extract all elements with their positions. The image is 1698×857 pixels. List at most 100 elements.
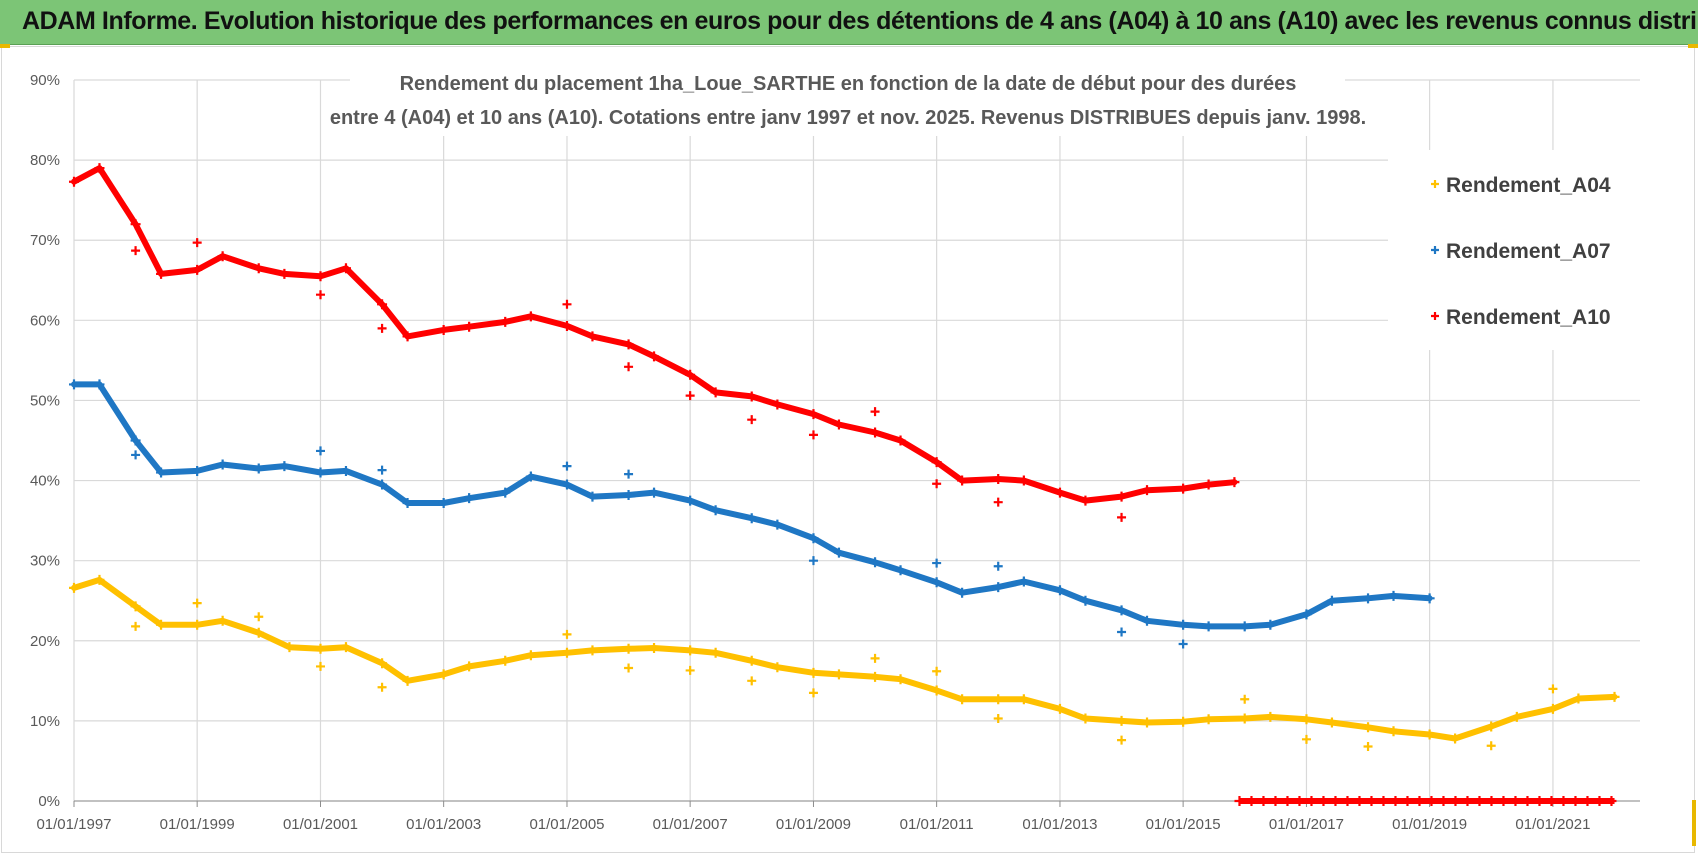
data-point xyxy=(69,379,79,390)
outlier-point xyxy=(624,469,634,479)
data-point xyxy=(1354,796,1365,806)
data-point xyxy=(1366,796,1377,806)
series-Rendement_A07 xyxy=(69,379,1435,649)
data-point xyxy=(69,176,79,187)
data-point xyxy=(438,669,449,680)
data-point xyxy=(649,487,660,498)
data-point xyxy=(1203,621,1214,632)
data-point xyxy=(1426,796,1437,806)
legend-label: Rendement_A07 xyxy=(1446,240,1611,263)
data-point xyxy=(1390,796,1401,806)
outlier-point xyxy=(1117,735,1127,745)
x-tick-label: 01/01/2021 xyxy=(1515,816,1590,833)
data-point xyxy=(895,565,906,576)
data-point xyxy=(315,467,326,478)
chart-title-line-1: Rendement du placement 1ha_Loue_SARTHE e… xyxy=(400,73,1297,95)
data-point xyxy=(833,669,844,680)
data-point xyxy=(156,268,167,279)
data-point xyxy=(710,387,721,398)
data-point xyxy=(1116,715,1127,726)
data-point xyxy=(833,419,844,430)
data-point xyxy=(1388,590,1399,601)
data-point xyxy=(710,505,721,516)
data-point xyxy=(500,316,511,327)
x-tick-label: 01/01/1999 xyxy=(160,816,235,833)
outlier-point xyxy=(192,598,202,608)
outlier-point xyxy=(1117,627,1127,637)
data-point xyxy=(1326,595,1337,606)
banner-title: ADAM Informe. Evolution historique des p… xyxy=(22,7,1698,35)
data-point xyxy=(1239,621,1250,632)
y-tick-label: 40% xyxy=(30,473,60,490)
data-point xyxy=(1142,615,1153,626)
data-point xyxy=(315,643,326,654)
data-point xyxy=(1424,729,1435,740)
outlier-point xyxy=(131,246,141,256)
data-point xyxy=(1450,796,1461,806)
data-point xyxy=(402,497,413,508)
data-point xyxy=(217,615,228,626)
data-point xyxy=(895,435,906,446)
outlier-point xyxy=(1117,512,1127,522)
data-point xyxy=(772,662,783,673)
outlier-point xyxy=(808,688,818,698)
corner-accent-top-left xyxy=(0,44,10,48)
data-point xyxy=(377,479,388,490)
data-point xyxy=(870,427,881,438)
data-point xyxy=(1450,733,1461,744)
x-axis-ticks: 01/01/1997 01/01/1999 01/01/2001 01/01/2003… xyxy=(36,800,1640,833)
data-point xyxy=(130,219,141,230)
data-point xyxy=(315,271,326,282)
x-tick-label: 01/01/2005 xyxy=(529,816,604,833)
data-point xyxy=(1234,796,1245,806)
data-point xyxy=(1318,796,1329,806)
data-point xyxy=(1301,609,1312,620)
gridlines xyxy=(73,79,1640,802)
data-point xyxy=(1474,796,1485,806)
data-point xyxy=(1462,796,1473,806)
outlier-point xyxy=(1240,694,1250,704)
x-tick-label: 01/01/2007 xyxy=(653,816,728,833)
data-point xyxy=(710,647,721,658)
legend-label: Rendement_A10 xyxy=(1446,306,1611,329)
data-point xyxy=(931,577,942,588)
outlier-point xyxy=(131,450,141,460)
data-point xyxy=(217,459,228,470)
x-tick-label: 01/01/2019 xyxy=(1392,816,1467,833)
data-point xyxy=(957,587,968,598)
y-axis-ticks: 0% 10% 20% 30% 40% 50% 60% 70% 80% 90% xyxy=(30,72,60,810)
y-tick-label: 60% xyxy=(30,312,60,329)
data-point xyxy=(561,320,572,331)
data-point xyxy=(993,694,1004,705)
data-point xyxy=(340,642,351,653)
title-background xyxy=(350,62,1345,136)
outlier-point xyxy=(1363,742,1373,752)
outlier-point xyxy=(624,362,634,372)
data-point xyxy=(1018,576,1029,587)
data-point xyxy=(1609,691,1620,702)
data-point xyxy=(1203,714,1214,725)
data-point xyxy=(1414,796,1425,806)
outlier-point xyxy=(192,238,202,248)
data-point xyxy=(623,489,634,500)
data-point xyxy=(69,582,79,593)
data-point xyxy=(1326,717,1337,728)
data-point xyxy=(808,409,819,420)
outlier-point xyxy=(1178,639,1188,649)
data-point xyxy=(192,619,203,630)
data-point xyxy=(957,475,968,486)
data-point xyxy=(1363,593,1374,604)
outlier-point xyxy=(624,663,634,673)
outlier-point xyxy=(1301,734,1311,744)
data-point xyxy=(156,467,167,478)
data-point xyxy=(1178,483,1189,494)
data-point xyxy=(217,251,228,262)
data-point xyxy=(1594,796,1605,806)
corner-accent-bottom-right xyxy=(1692,800,1696,846)
x-tick-label: 01/01/2009 xyxy=(776,816,851,833)
outlier-point xyxy=(254,612,264,622)
data-point xyxy=(1246,796,1257,806)
data-point xyxy=(1606,796,1617,806)
y-tick-label: 30% xyxy=(30,553,60,570)
